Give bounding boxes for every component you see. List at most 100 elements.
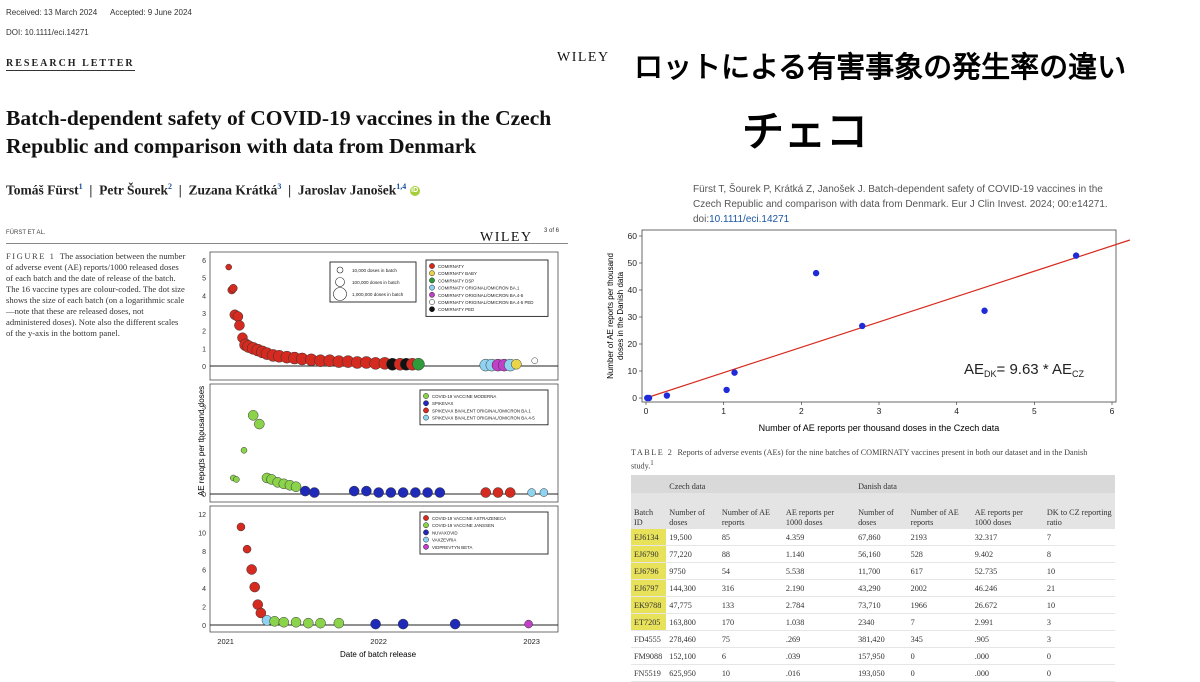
fit-line bbox=[645, 239, 1131, 399]
batch-id-cell: EK9788 bbox=[631, 596, 667, 614]
table-cell: 85 bbox=[718, 529, 783, 546]
y-tick-label: 1 bbox=[202, 463, 206, 470]
table-cell: 10 bbox=[718, 664, 783, 682]
figure1-point bbox=[240, 447, 248, 454]
figure1-point bbox=[531, 357, 538, 364]
figure1-chart: AE reports per thousand doses 0123456COM… bbox=[197, 251, 559, 659]
table2-label: TABLE 2 bbox=[631, 448, 674, 457]
author-affiliation: 2 bbox=[168, 182, 172, 191]
table-cell: 54 bbox=[718, 562, 783, 580]
table-cell: 1966 bbox=[907, 596, 972, 614]
y-tick-label: 3 bbox=[202, 311, 206, 318]
y-tick-label: 40 bbox=[628, 285, 638, 295]
table-cell: .016 bbox=[782, 664, 856, 682]
legend-swatch bbox=[423, 414, 429, 421]
publisher-logo: WILEY bbox=[557, 50, 610, 65]
figure1-point bbox=[527, 488, 536, 497]
table-cell: 7 bbox=[907, 613, 972, 631]
table-cell: 11,700 bbox=[855, 562, 908, 580]
figure1-point bbox=[412, 357, 425, 371]
table-cell: 0 bbox=[907, 647, 972, 665]
y-tick-label: 8 bbox=[202, 549, 206, 556]
author-affiliation: 1 bbox=[78, 182, 83, 191]
size-legend-circle bbox=[336, 266, 344, 274]
legend-swatch bbox=[429, 263, 435, 269]
section-label: RESEARCH LETTER bbox=[6, 58, 135, 71]
running-head: FÜRST ET AL. bbox=[6, 230, 46, 236]
x-tick-label: 0 bbox=[644, 406, 649, 416]
figure1-point bbox=[524, 619, 533, 629]
publisher-logo-page: WILEY bbox=[480, 230, 533, 245]
figure1-caption: FIGURE 1 The association between the num… bbox=[6, 251, 186, 339]
x-tick-label: 1 bbox=[721, 406, 726, 416]
batch-id-cell: EJ6796 bbox=[631, 562, 667, 580]
y-tick-label: 6 bbox=[202, 258, 206, 265]
author-name: Tomáš Fürst bbox=[6, 182, 79, 198]
table2: Czech data Danish data Batch ID Number of… bbox=[631, 475, 1115, 682]
size-legend-label: 10,000 doses in batch bbox=[352, 268, 397, 273]
legend-label: COVID-19 VACCINE MODERNA bbox=[432, 394, 496, 399]
table-cell: 47,775 bbox=[666, 596, 719, 614]
table-cell: 6 bbox=[718, 647, 783, 665]
fit-equation: AEDK= 9.63 * AECZ bbox=[964, 361, 1085, 379]
figure1-point bbox=[233, 476, 240, 483]
overlay-title: ロットによる有害事象の発生率の違い bbox=[634, 50, 1127, 84]
table-cell: 5.538 bbox=[782, 562, 856, 580]
figure1-legend bbox=[419, 511, 549, 555]
figure1-point bbox=[229, 284, 238, 293]
column-header: AE reports per 1000 doses bbox=[782, 493, 856, 529]
y-tick-label: 0 bbox=[202, 364, 206, 371]
column-header: DK to CZ reporting ratio bbox=[1043, 493, 1115, 529]
table-cell: 0 bbox=[1043, 664, 1115, 682]
legend-label: SPIKEVAX BIVALENT ORIGINAL/OMICRON BA.1 bbox=[432, 408, 531, 413]
table-cell: 3 bbox=[1043, 630, 1115, 648]
legend-swatch bbox=[423, 400, 429, 407]
y-tick-label: 4 bbox=[202, 586, 206, 593]
table2-caption-sup: 1 bbox=[650, 460, 654, 467]
legend-label: COMIRNATY ORIGINAL/OMICRON BA.1 bbox=[438, 286, 520, 291]
citation-doi-link[interactable]: 10.1111/eci.14271 bbox=[709, 214, 790, 225]
table-cell: 7 bbox=[1043, 529, 1115, 546]
scatter-point bbox=[731, 369, 738, 376]
table-row: EJ6790 77,220 88 1.140 56,160 528 9.402 8 bbox=[631, 545, 1115, 563]
legend-label: COMIRNATY BABY bbox=[438, 271, 477, 276]
figure1-point bbox=[242, 544, 252, 554]
table-cell: 75 bbox=[718, 630, 783, 648]
y-tick-label: 2 bbox=[202, 434, 206, 441]
table-cell: 3 bbox=[1043, 613, 1115, 631]
figure1-point bbox=[385, 487, 397, 498]
legend-swatch bbox=[429, 291, 435, 298]
legend-label: VAXZEVRIA bbox=[432, 538, 456, 543]
table-cell: 316 bbox=[718, 579, 783, 597]
table-cell: 133 bbox=[718, 596, 783, 614]
table-cell: 73,710 bbox=[855, 596, 908, 614]
column-header: Number of doses bbox=[855, 493, 908, 529]
table-cell: 0 bbox=[907, 664, 972, 682]
table-cell: .905 bbox=[971, 630, 1044, 648]
figure1-point bbox=[449, 618, 461, 630]
table-cell: .000 bbox=[971, 647, 1044, 665]
figure1-point bbox=[247, 410, 259, 421]
y-tick-label: 50 bbox=[628, 258, 638, 268]
table-cell: 19,500 bbox=[666, 529, 719, 546]
citation: Fürst T, Šourek P, Krátká Z, Janošek J. … bbox=[693, 182, 1133, 227]
table-cell: 2340 bbox=[855, 613, 908, 631]
table-cell: 617 bbox=[907, 562, 972, 580]
legend-label: COMIRNATY ORIGINAL/OMICRON BA.4-5 bbox=[438, 293, 524, 298]
group-header-danish: Danish data bbox=[855, 475, 1044, 493]
figure1-point bbox=[232, 311, 244, 322]
y-tick-label: 4 bbox=[202, 293, 206, 300]
size-legend-circle bbox=[333, 287, 347, 301]
figure1-point bbox=[539, 488, 549, 497]
orcid-icon[interactable]: iD bbox=[409, 186, 420, 197]
author-name: Jaroslav Janošek bbox=[297, 182, 397, 198]
x-tick-label: 2 bbox=[799, 406, 804, 416]
citation-text: Fürst T, Šourek P, Krátká Z, Janošek J. … bbox=[693, 184, 1108, 225]
table-cell: 1.038 bbox=[782, 613, 856, 631]
table-cell: 144,300 bbox=[666, 579, 719, 597]
legend-label: COVID-19 VACCINE ASTRAZENECA bbox=[432, 516, 506, 521]
figure1-point bbox=[269, 616, 280, 627]
table-cell: 46.246 bbox=[971, 579, 1044, 597]
table-row: FN5519 625,950 10.016 193,050 0.000 0 bbox=[631, 664, 1115, 682]
figure1-point bbox=[370, 618, 381, 630]
